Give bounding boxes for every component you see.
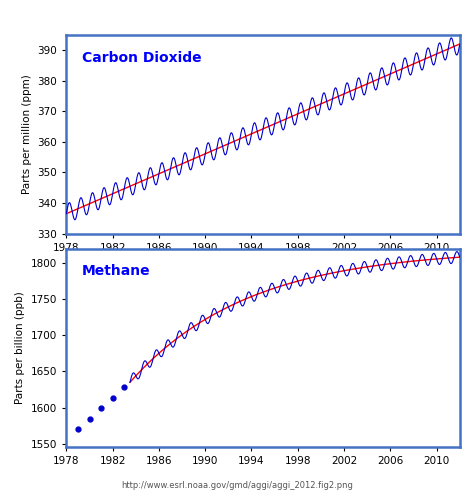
- Y-axis label: Parts per million (ppm): Parts per million (ppm): [22, 75, 32, 194]
- Text: http://www.esrl.noaa.gov/gmd/aggi/aggi_2012.fig2.png: http://www.esrl.noaa.gov/gmd/aggi/aggi_2…: [121, 481, 353, 490]
- Text: Methane: Methane: [82, 264, 151, 278]
- Text: Carbon Dioxide: Carbon Dioxide: [82, 51, 202, 65]
- Y-axis label: Parts per billion (ppb): Parts per billion (ppb): [15, 292, 26, 404]
